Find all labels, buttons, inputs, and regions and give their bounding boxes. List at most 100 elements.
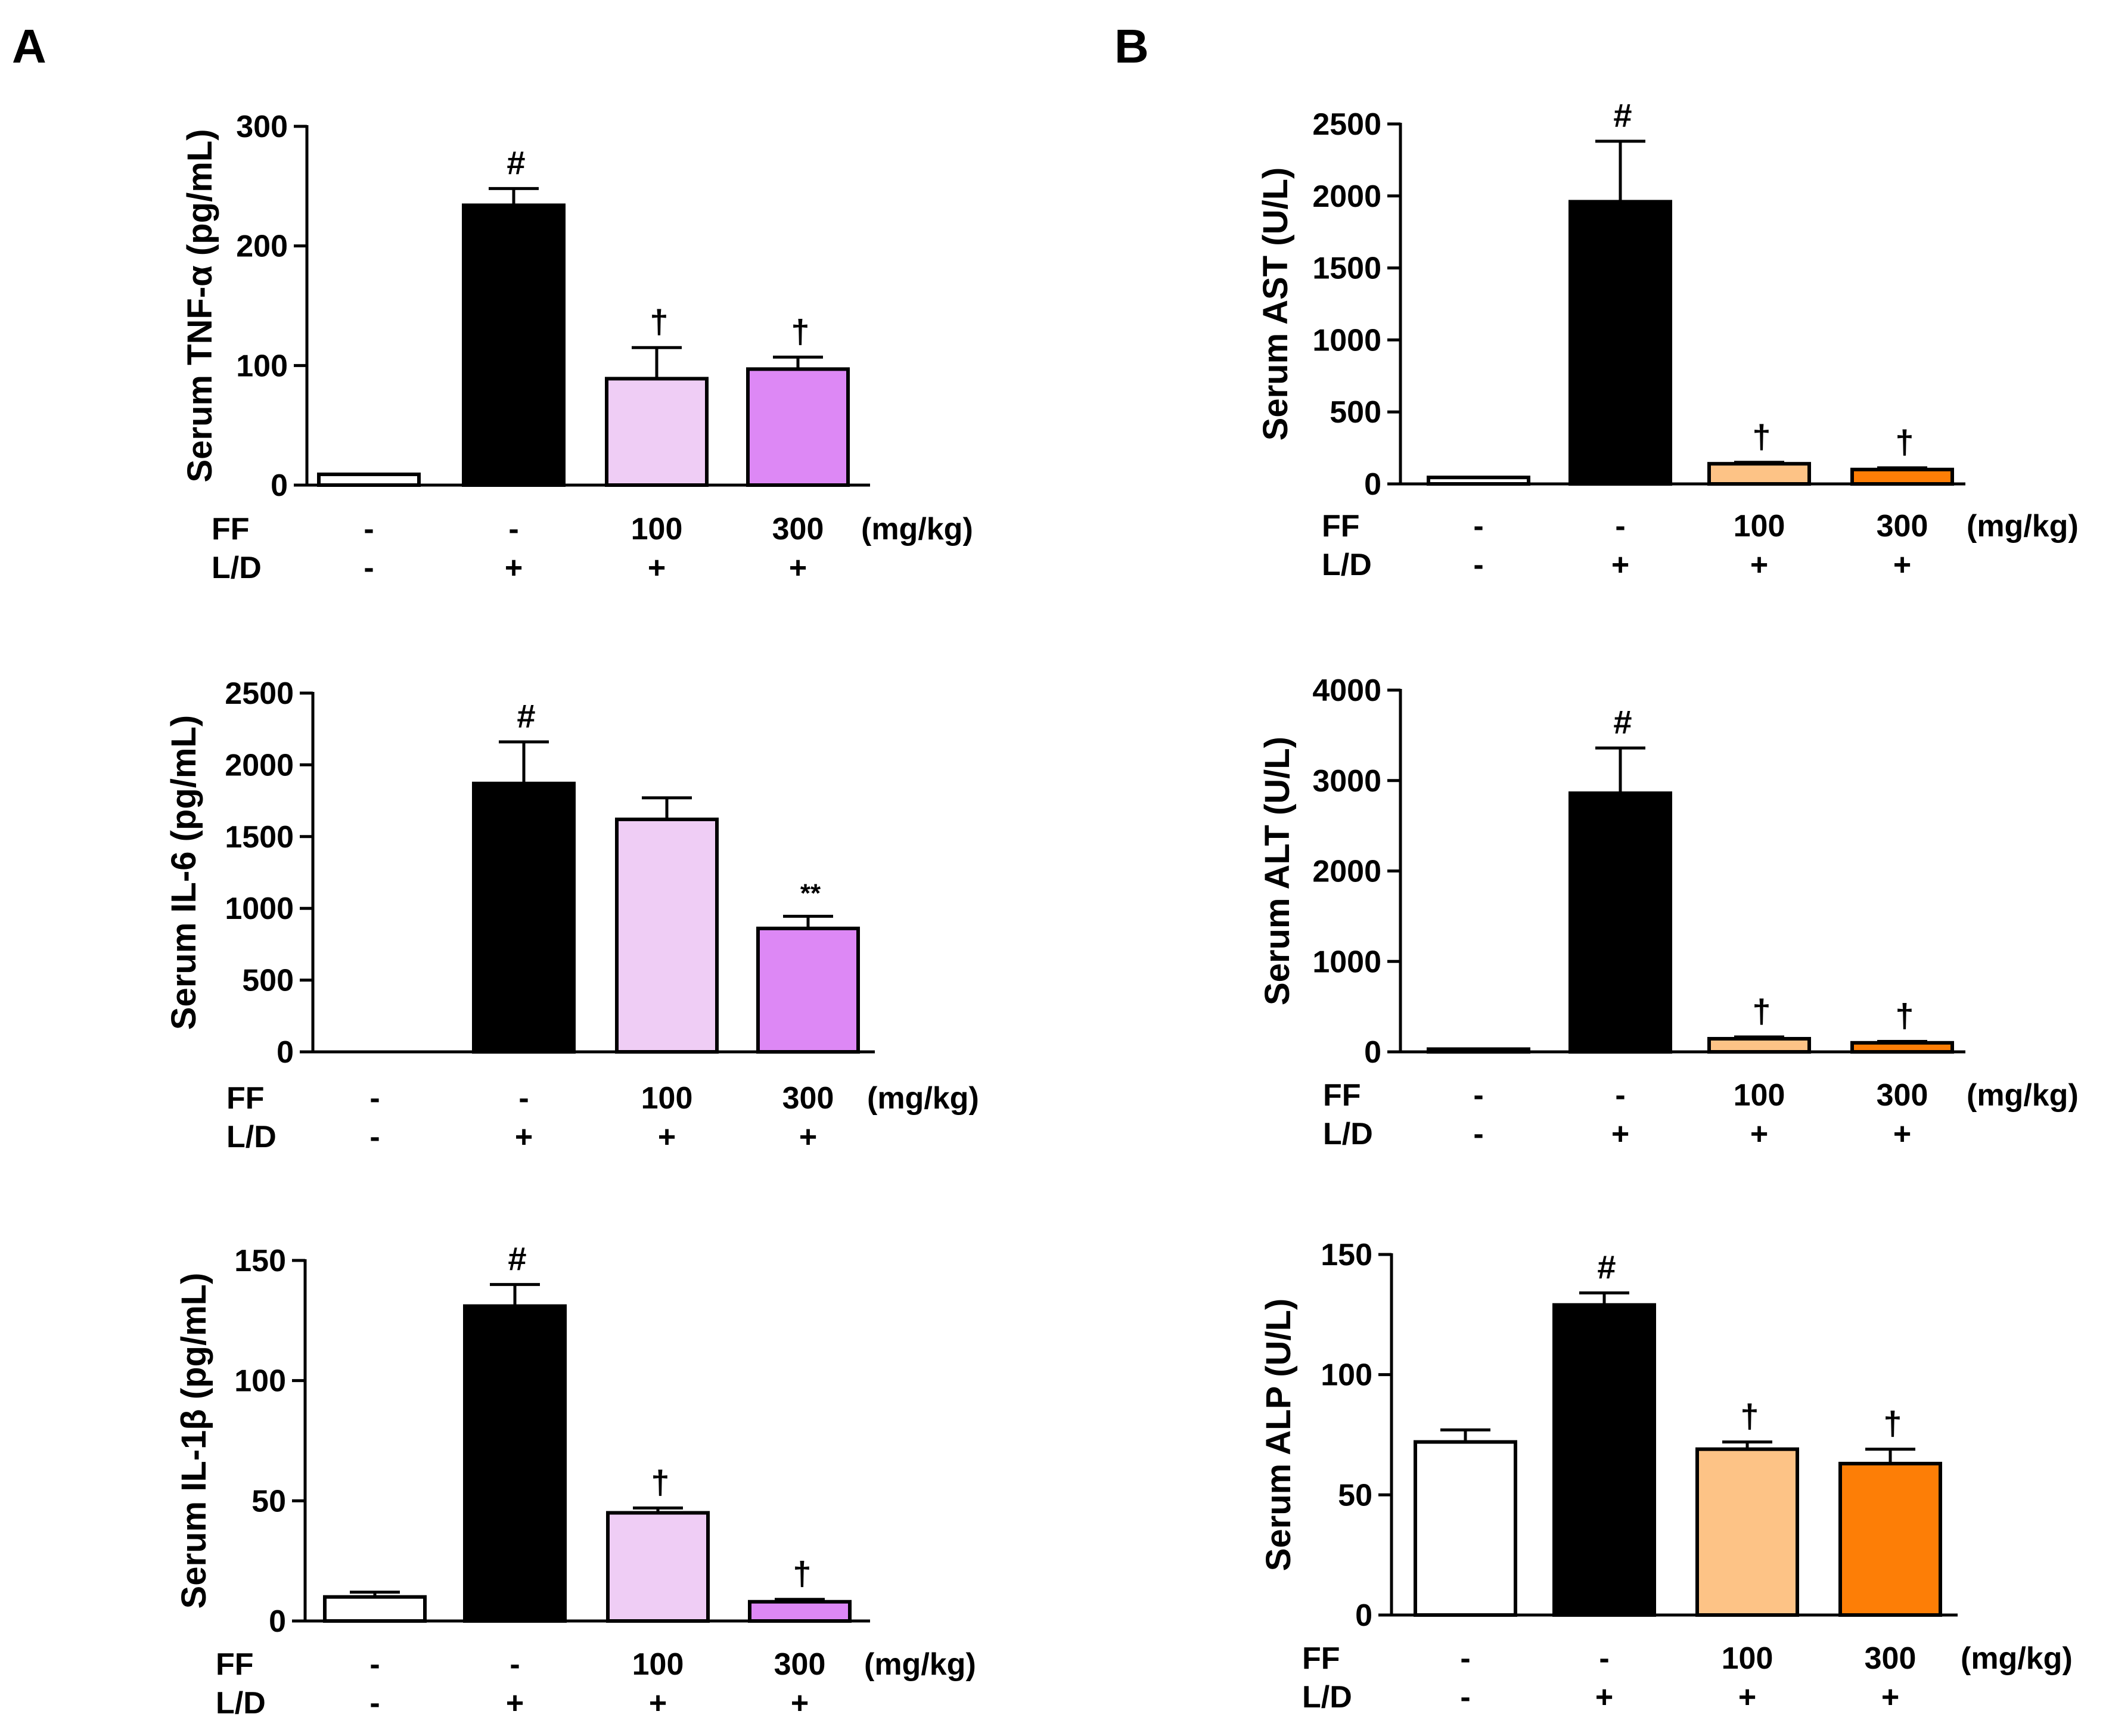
- ld-treatment-label: -: [1473, 548, 1483, 582]
- ff-dose-label: 100: [1722, 1641, 1773, 1676]
- dose-units-label: (mg/kg): [1961, 1641, 2073, 1676]
- ld-treatment-label: -: [369, 1120, 380, 1154]
- ld-treatment-label: +: [1595, 1680, 1613, 1715]
- y-tick-label: 0: [269, 1604, 286, 1639]
- ff-dose-label: 300: [782, 1081, 834, 1116]
- ld-treatment-label: -: [364, 551, 374, 585]
- ld-treatment-label: +: [649, 1686, 667, 1721]
- y-tick-label: 200: [236, 229, 288, 264]
- ld-row-label: L/D: [1302, 1680, 1352, 1715]
- y-tick-label: 2000: [225, 748, 294, 782]
- ff-dose-label: -: [1615, 1078, 1625, 1113]
- ff-dose-label: -: [369, 1647, 380, 1682]
- bar: [605, 377, 709, 487]
- significance-marker: †: [1895, 997, 1914, 1035]
- ff-dose-label: 300: [1877, 1078, 1928, 1113]
- significance-marker: †: [1740, 1398, 1759, 1435]
- significance-marker: #: [507, 144, 525, 181]
- bar: [1707, 1036, 1811, 1054]
- y-axis-label: Serum ALP (U/L): [1259, 1299, 1298, 1572]
- ff-row-label: FF: [226, 1081, 265, 1116]
- significance-marker: †: [1883, 1405, 1902, 1442]
- y-tick-label: 4000: [1312, 673, 1381, 708]
- dose-units-label: (mg/kg): [864, 1647, 976, 1682]
- dose-units-label: (mg/kg): [861, 512, 973, 546]
- ff-dose-label: 100: [641, 1081, 693, 1116]
- ff-dose-label: -: [1599, 1641, 1609, 1676]
- bar: [1838, 1461, 1942, 1617]
- significance-marker: #: [508, 1240, 526, 1277]
- y-tick-label: 50: [251, 1484, 286, 1518]
- ld-treatment-label: +: [506, 1686, 524, 1721]
- chart-a-top: 0 100 200 300 Serum TNF-α (pg/mL) # † † FF L/D - - 1…: [181, 110, 973, 585]
- chart-b-bottom: 0 50 100 150 Serum ALP (U/L) # † † FF L/D - - 100 300…: [1259, 1238, 2073, 1715]
- ff-row-label: FF: [1302, 1641, 1340, 1676]
- bar: [1552, 1303, 1656, 1617]
- y-tick-label: 1500: [1312, 251, 1381, 286]
- bar: [606, 1511, 710, 1623]
- panel-letter-b: B: [1114, 20, 1149, 73]
- ld-treatment-label: +: [648, 551, 666, 585]
- ff-dose-label: 100: [1734, 509, 1785, 544]
- ld-treatment-label: -: [369, 1686, 380, 1721]
- charts: 0 100 200 300 Serum TNF-α (pg/mL) # † † FF L/D - - 1…: [164, 97, 2079, 1721]
- y-tick-label: 50: [1338, 1478, 1372, 1513]
- y-tick-label: 0: [1355, 1598, 1372, 1633]
- bar: [1695, 1447, 1799, 1617]
- ld-row-label: L/D: [1323, 1117, 1373, 1151]
- ff-dose-label: 300: [1865, 1641, 1917, 1676]
- ld-treatment-label: -: [1473, 1117, 1483, 1151]
- ff-dose-label: -: [369, 1081, 380, 1116]
- ff-dose-label: -: [510, 1647, 520, 1682]
- ld-treatment-label: +: [1738, 1680, 1756, 1715]
- y-tick-label: 1000: [1312, 945, 1381, 979]
- bar: [1414, 1440, 1517, 1617]
- significance-marker: #: [1597, 1249, 1616, 1286]
- significance-marker: **: [800, 878, 821, 908]
- ld-treatment-label: +: [505, 551, 523, 585]
- y-tick-label: 0: [1364, 1035, 1381, 1070]
- ld-row-label: L/D: [1322, 548, 1372, 582]
- bar: [472, 781, 576, 1054]
- ff-row-label: FF: [216, 1647, 254, 1682]
- bar: [756, 926, 860, 1054]
- ld-treatment-label: +: [1611, 1117, 1629, 1151]
- y-tick-label: 1000: [225, 892, 294, 926]
- ld-treatment-label: +: [1893, 548, 1911, 582]
- ld-row-label: L/D: [212, 551, 262, 585]
- significance-marker: †: [1752, 418, 1771, 455]
- y-tick-label: 3000: [1312, 764, 1381, 799]
- y-axis-label: Serum TNF-α (pg/mL): [181, 129, 219, 482]
- bar: [746, 367, 850, 487]
- ff-dose-label: -: [1473, 509, 1483, 544]
- ff-dose-label: 300: [774, 1647, 826, 1682]
- y-tick-label: 500: [242, 964, 294, 998]
- chart-b-top: 0 500 1000 1500 2000 2500 Serum AST (U/L) # † † FF…: [1256, 97, 2079, 582]
- dose-units-label: (mg/kg): [1967, 1078, 2079, 1113]
- bar: [615, 817, 719, 1054]
- ld-treatment-label: +: [1893, 1117, 1911, 1151]
- y-tick-label: 150: [1321, 1238, 1372, 1272]
- ff-dose-label: -: [518, 1081, 529, 1116]
- ff-row-label: FF: [1322, 509, 1360, 544]
- ld-treatment-label: +: [658, 1120, 676, 1154]
- y-tick-label: 100: [234, 1364, 286, 1399]
- significance-marker: †: [650, 303, 668, 340]
- significance-marker: #: [1613, 97, 1632, 134]
- ld-treatment-label: +: [1750, 1117, 1768, 1151]
- significance-marker: †: [651, 1463, 669, 1501]
- significance-marker: †: [791, 312, 809, 350]
- y-tick-label: 500: [1330, 395, 1381, 430]
- ff-dose-label: 100: [631, 512, 683, 546]
- bar: [1427, 476, 1530, 486]
- dose-units-label: (mg/kg): [1967, 509, 2079, 544]
- ld-treatment-label: +: [1611, 548, 1629, 582]
- bar: [1568, 791, 1672, 1054]
- bar: [323, 1595, 427, 1623]
- ld-treatment-label: +: [1750, 548, 1768, 582]
- y-tick-label: 1000: [1312, 323, 1381, 358]
- ff-dose-label: -: [508, 512, 518, 546]
- bar: [1427, 1047, 1530, 1054]
- y-tick-label: 2500: [225, 676, 294, 711]
